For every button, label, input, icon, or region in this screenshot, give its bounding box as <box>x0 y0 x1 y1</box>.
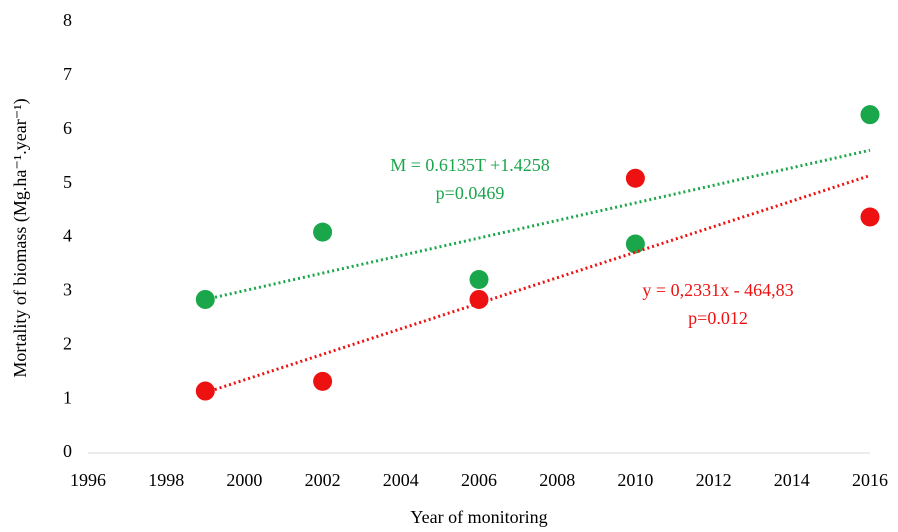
y-tick-label: 1 <box>63 387 72 407</box>
x-tick-label: 1998 <box>148 470 184 490</box>
data-point <box>469 270 489 290</box>
x-axis-title: Year of monitoring <box>410 507 547 527</box>
x-tick-label: 2006 <box>461 470 497 490</box>
x-tick-label: 2002 <box>305 470 341 490</box>
x-tick-label: 2010 <box>617 470 653 490</box>
y-tick-label: 3 <box>63 280 72 300</box>
data-point <box>860 207 880 227</box>
y-tick-label: 6 <box>63 118 72 138</box>
data-point <box>625 234 645 254</box>
data-point <box>860 105 880 125</box>
data-point <box>625 168 645 188</box>
data-point <box>195 289 215 309</box>
x-tick-label: 2016 <box>852 470 888 490</box>
data-point <box>313 371 333 391</box>
annotation: p=0.0469 <box>436 183 505 203</box>
annotation: M = 0.6135T +1.4258 <box>390 155 549 175</box>
y-tick-label: 7 <box>63 64 72 84</box>
y-tick-label: 5 <box>63 172 72 192</box>
x-tick-label: 2008 <box>539 470 575 490</box>
data-point <box>313 222 333 242</box>
x-tick-label: 2004 <box>383 470 419 490</box>
x-tick-label: 2000 <box>226 470 262 490</box>
data-point <box>195 381 215 401</box>
y-tick-label: 8 <box>63 10 72 30</box>
trend-line <box>204 174 871 395</box>
data-point <box>469 289 489 309</box>
y-axis-title: Mortality of biomass (Mg.ha⁻¹.year⁻¹) <box>10 98 31 377</box>
annotation: p=0.012 <box>688 308 748 328</box>
y-tick-label: 2 <box>63 333 72 353</box>
x-tick-label: 1996 <box>70 470 106 490</box>
y-tick-label: 0 <box>63 441 72 461</box>
trend-line <box>204 148 871 301</box>
x-tick-label: 2012 <box>696 470 732 490</box>
x-tick-label: 2014 <box>774 470 810 490</box>
annotation: y = 0,2331x - 464,83 <box>642 280 793 300</box>
y-tick-label: 4 <box>63 226 72 246</box>
